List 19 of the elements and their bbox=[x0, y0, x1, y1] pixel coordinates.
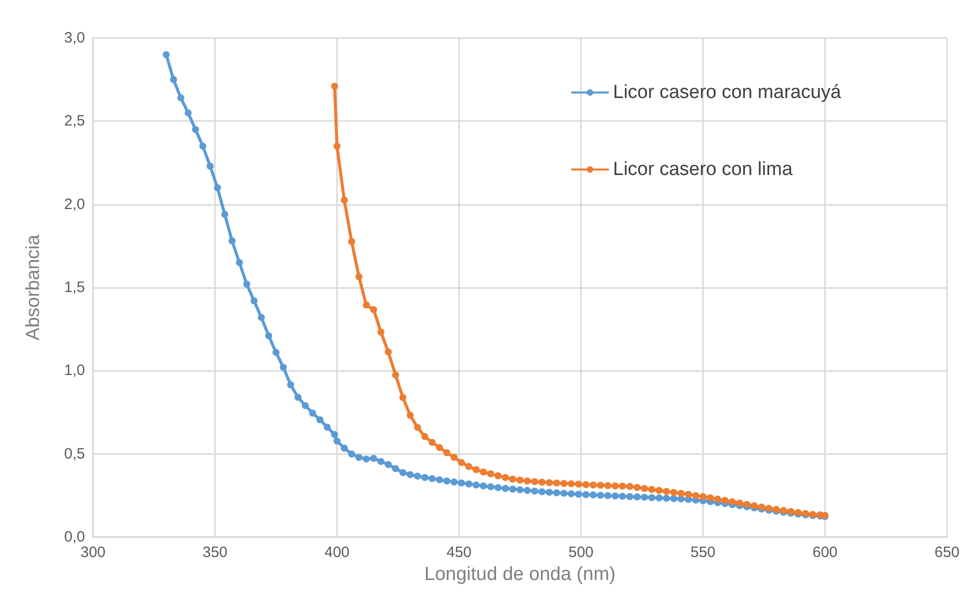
x-tick-label: 350 bbox=[202, 544, 228, 561]
y-axis-title: Absorbancia bbox=[23, 234, 44, 340]
x-axis-title: Longitud de onda (nm) bbox=[424, 564, 616, 585]
x-tick-label: 500 bbox=[568, 544, 594, 561]
x-tick-label: 450 bbox=[446, 544, 472, 561]
legend-label: Licor casero con lima bbox=[613, 159, 793, 180]
legend-label: Licor casero con maracuyá bbox=[613, 82, 842, 103]
y-tick-label: 0,5 bbox=[64, 445, 85, 462]
y-tick-label: 3,0 bbox=[64, 30, 85, 46]
y-tick-label: 1,5 bbox=[64, 279, 85, 296]
x-tick-label: 600 bbox=[812, 544, 838, 561]
y-tick-label: 0,0 bbox=[64, 528, 85, 546]
y-tick-label: 2,0 bbox=[64, 196, 85, 213]
x-tick-label: 400 bbox=[324, 544, 350, 561]
y-tick-label: 2,5 bbox=[64, 112, 85, 130]
x-tick-label: 550 bbox=[690, 544, 716, 561]
x-tick-label: 300 bbox=[80, 544, 106, 561]
y-tick-label: 1,0 bbox=[64, 362, 85, 380]
x-tick-label: 650 bbox=[934, 544, 960, 561]
